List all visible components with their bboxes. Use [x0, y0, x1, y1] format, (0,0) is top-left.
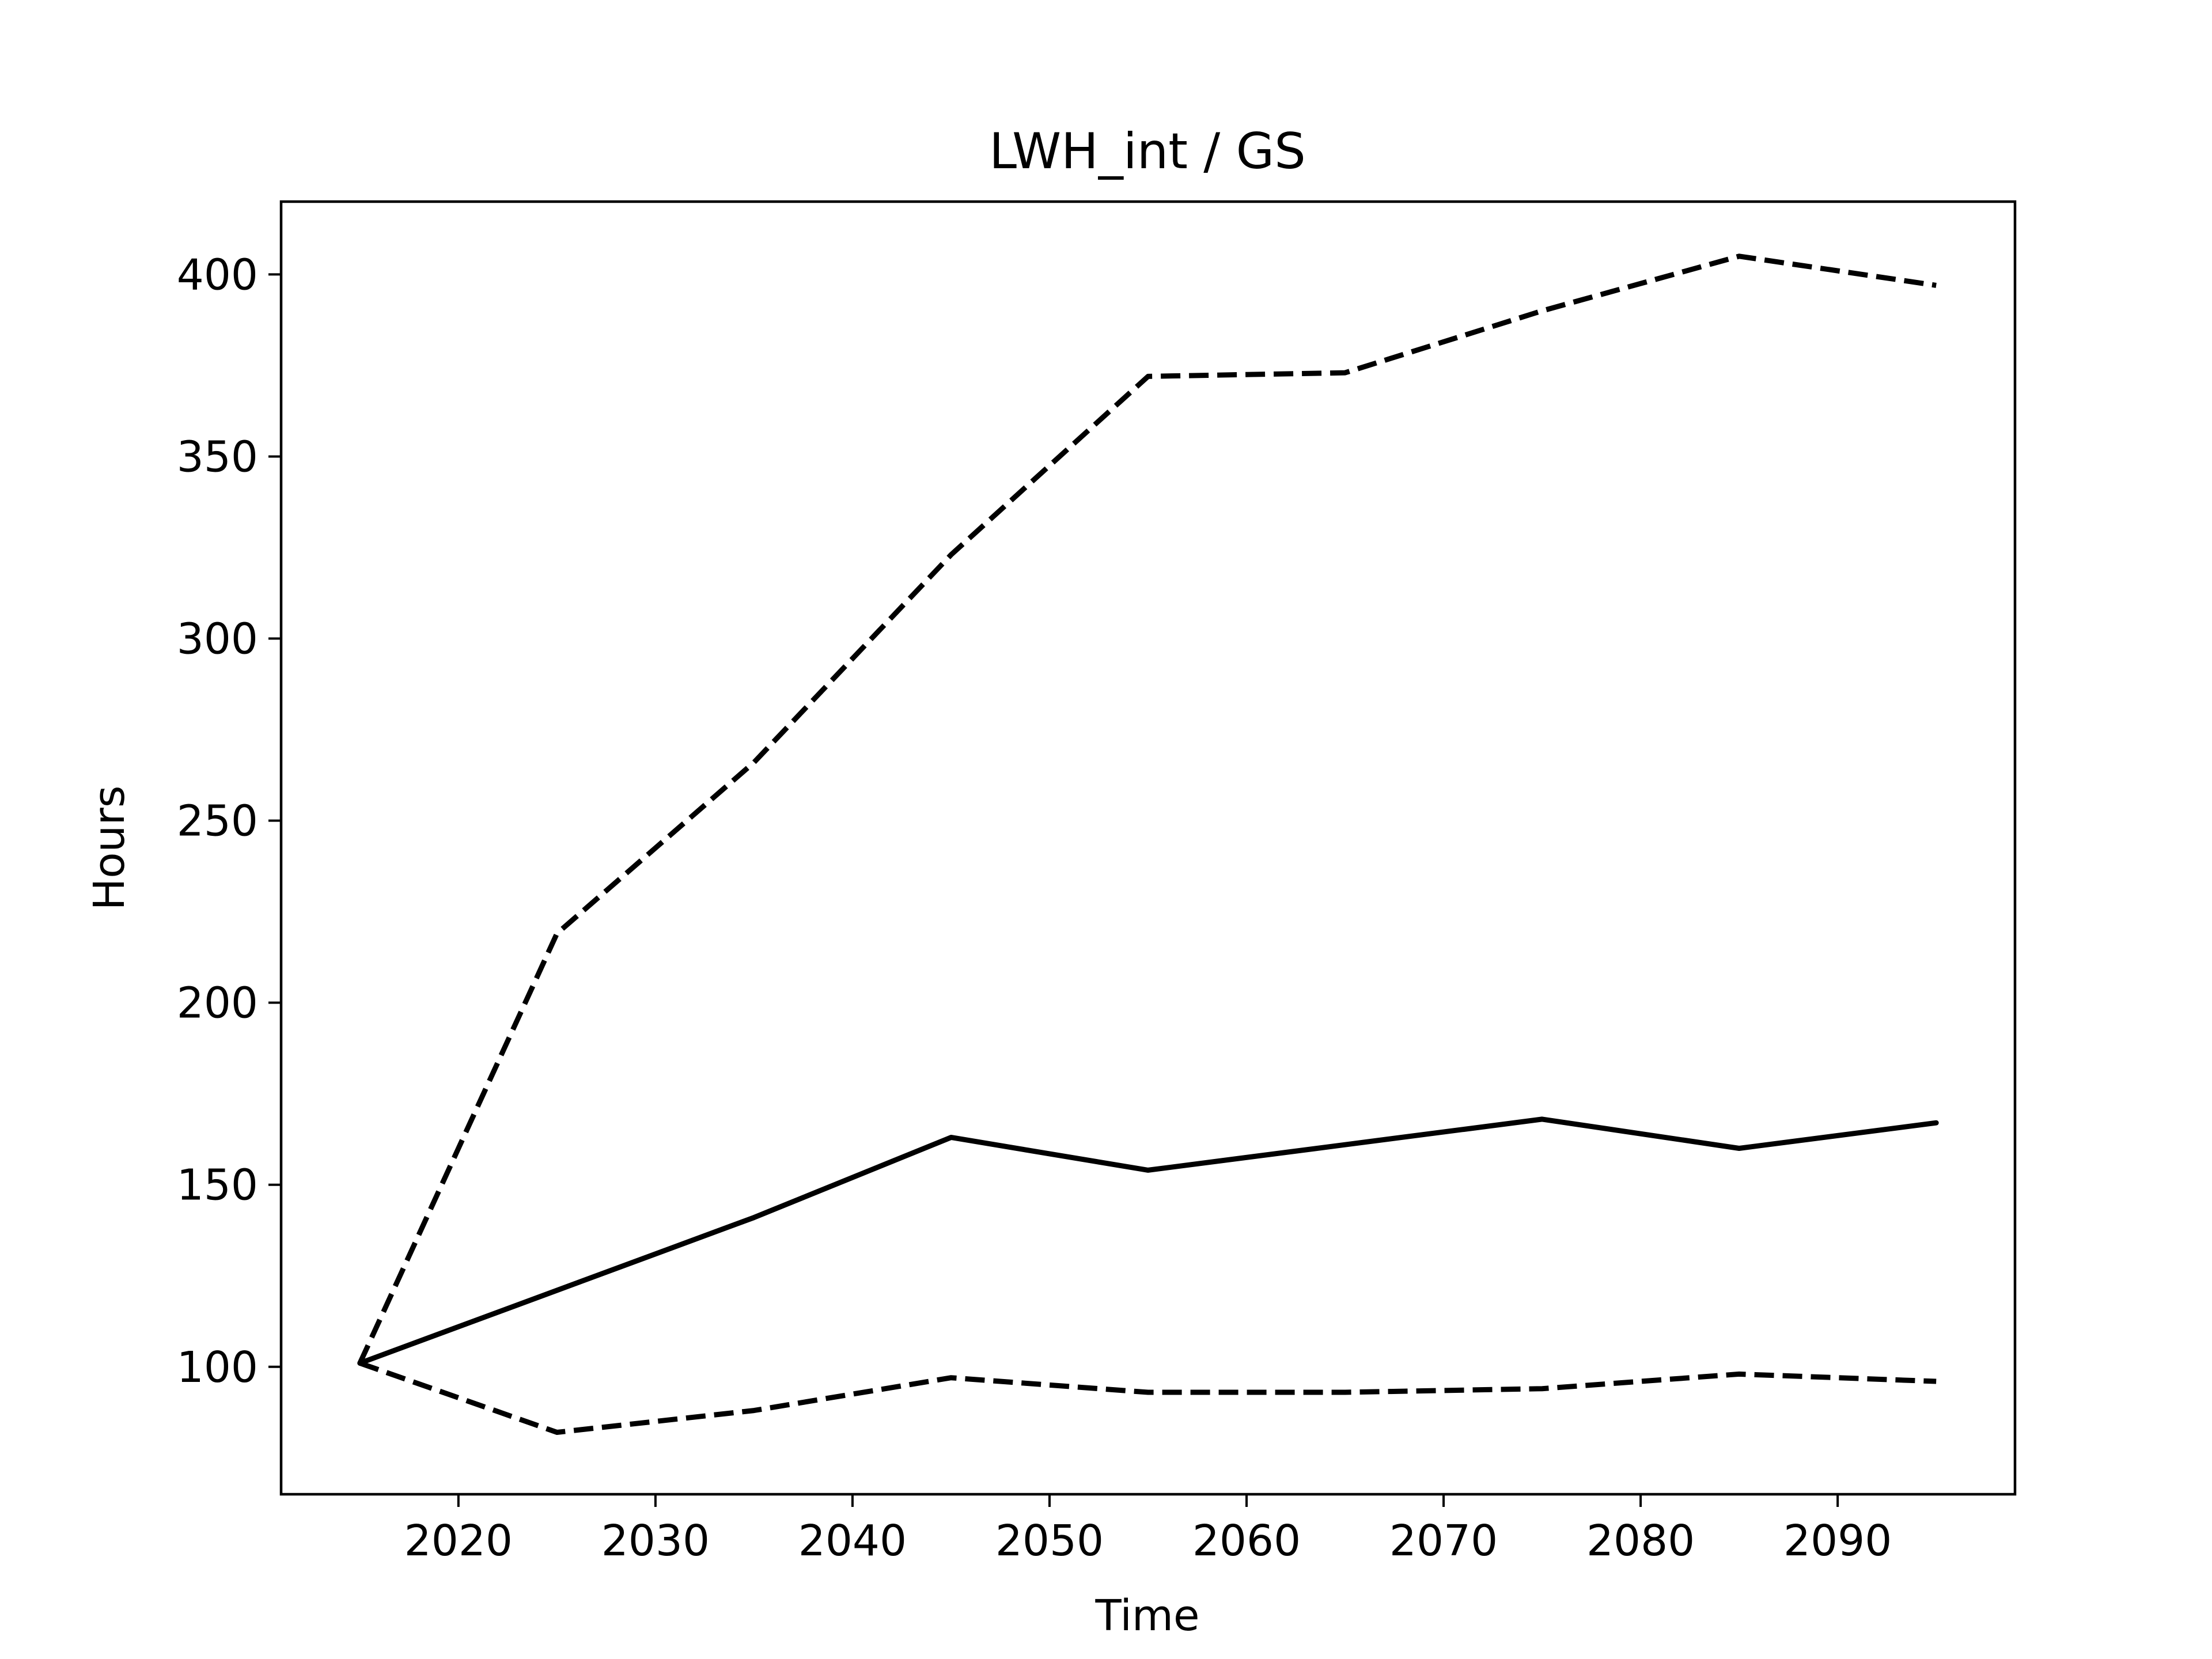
y-tick-label: 400: [177, 250, 258, 300]
x-tick-label: 2060: [1192, 1516, 1301, 1566]
y-tick-label: 300: [177, 615, 258, 664]
x-tick-label: 2050: [995, 1516, 1104, 1566]
y-tick-label: 150: [177, 1161, 258, 1210]
x-tick-label: 2020: [404, 1516, 513, 1566]
y-tick-label: 350: [177, 432, 258, 482]
x-tick-label: 2030: [601, 1516, 710, 1566]
series-line-3-dashed: [359, 1361, 1937, 1435]
plot-area-frame: [279, 200, 2017, 1496]
series-line-1-solid: [357, 1116, 1939, 1366]
x-axis-ticks: 2020 2030 2040 2050 2060 2070 2080 2090: [404, 1494, 1892, 1566]
y-tick-label: 200: [177, 979, 258, 1028]
chart-title: LWH_int / GS: [989, 123, 1306, 180]
x-tick-label: 2040: [798, 1516, 907, 1566]
series-layer: [357, 253, 1939, 1435]
y-tick-label: 250: [177, 797, 258, 846]
x-tick-label: 2080: [1586, 1516, 1695, 1566]
y-tick-label: 100: [177, 1343, 258, 1392]
x-tick-label: 2070: [1389, 1516, 1498, 1566]
y-axis-ticks: 100 150 200 250 300 350 400: [177, 250, 281, 1392]
x-axis-label: Time: [1094, 1591, 1199, 1641]
y-axis-label: Hours: [85, 786, 134, 911]
x-tick-label: 2090: [1783, 1516, 1892, 1566]
series-line-2-dashed: [357, 253, 1937, 1365]
